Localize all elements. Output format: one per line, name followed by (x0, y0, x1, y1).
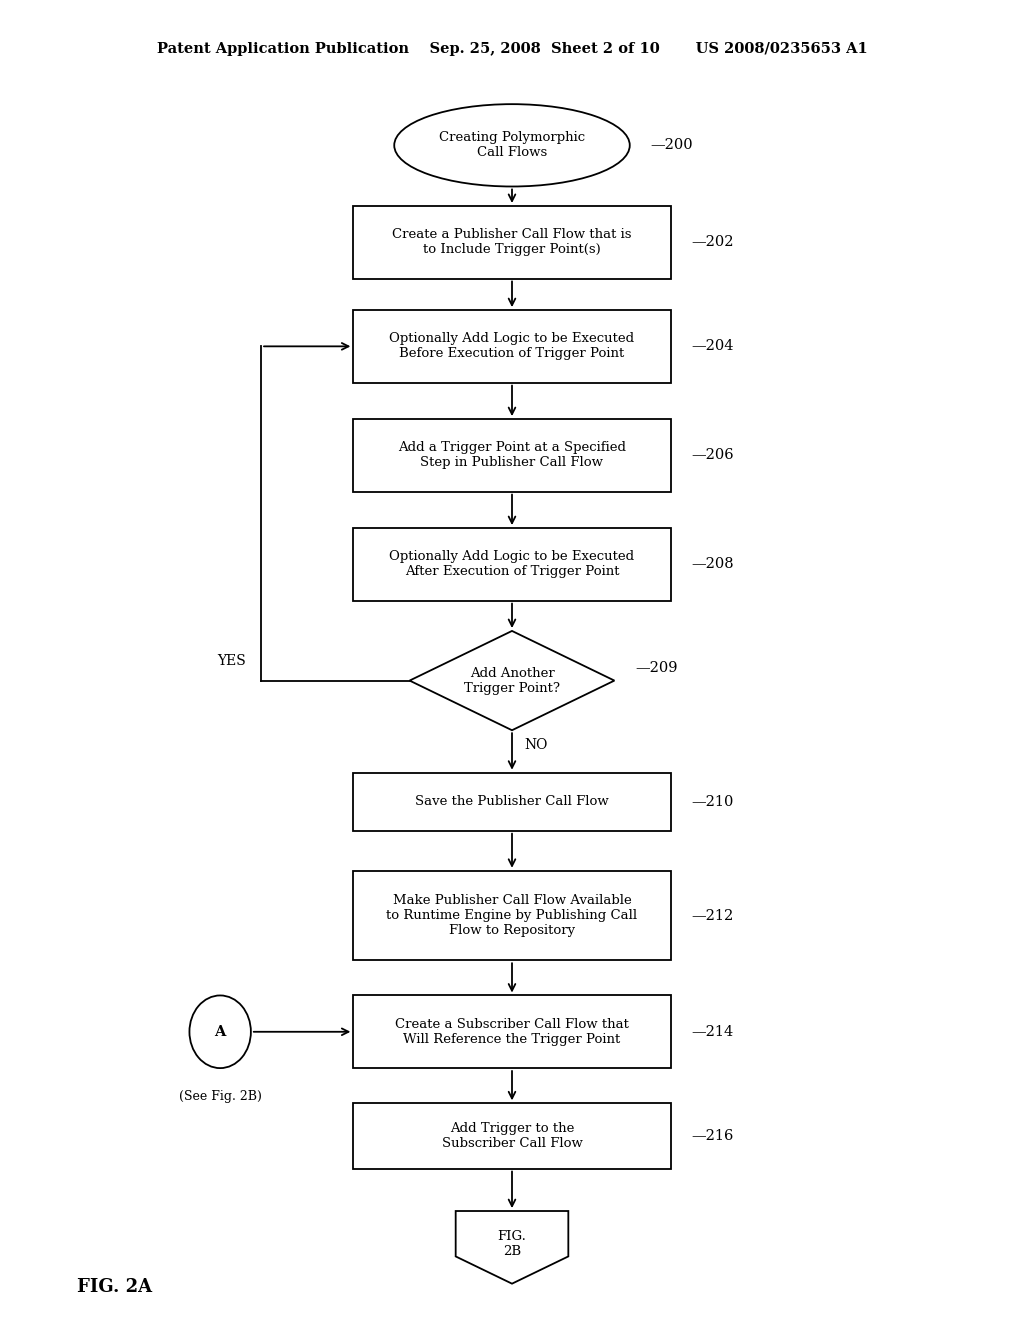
Text: FIG.
2B: FIG. 2B (498, 1230, 526, 1258)
Text: —200: —200 (650, 139, 693, 152)
Text: YES: YES (217, 655, 246, 668)
Bar (353, 418, 671, 491)
Bar (353, 772, 671, 830)
Text: Create a Subscriber Call Flow that
Will Reference the Trigger Point: Create a Subscriber Call Flow that Will … (395, 1018, 629, 1045)
Bar (353, 528, 671, 601)
Text: NO: NO (524, 738, 548, 751)
Text: —209: —209 (635, 661, 678, 676)
Bar (353, 206, 671, 279)
Text: Creating Polymorphic
Call Flows: Creating Polymorphic Call Flows (439, 131, 585, 160)
Text: —214: —214 (691, 1024, 733, 1039)
Text: Create a Publisher Call Flow that is
to Include Trigger Point(s): Create a Publisher Call Flow that is to … (392, 228, 632, 256)
Text: —212: —212 (691, 908, 733, 923)
Bar (353, 871, 671, 961)
Text: Optionally Add Logic to be Executed
Before Execution of Trigger Point: Optionally Add Logic to be Executed Befo… (389, 333, 635, 360)
Text: —206: —206 (691, 449, 734, 462)
Bar (353, 310, 671, 383)
Text: Add Another
Trigger Point?: Add Another Trigger Point? (464, 667, 560, 694)
Text: Make Publisher Call Flow Available
to Runtime Engine by Publishing Call
Flow to : Make Publisher Call Flow Available to Ru… (386, 894, 638, 937)
Text: (See Fig. 2B): (See Fig. 2B) (179, 1090, 261, 1104)
Text: —210: —210 (691, 795, 733, 809)
Text: Save the Publisher Call Flow: Save the Publisher Call Flow (415, 795, 609, 808)
Text: Patent Application Publication    Sep. 25, 2008  Sheet 2 of 10       US 2008/023: Patent Application Publication Sep. 25, … (157, 42, 867, 55)
Text: —204: —204 (691, 339, 734, 354)
Text: —202: —202 (691, 235, 734, 249)
Text: —216: —216 (691, 1129, 733, 1143)
Text: —208: —208 (691, 557, 734, 572)
Text: Add a Trigger Point at a Specified
Step in Publisher Call Flow: Add a Trigger Point at a Specified Step … (398, 441, 626, 470)
Text: Add Trigger to the
Subscriber Call Flow: Add Trigger to the Subscriber Call Flow (441, 1122, 583, 1150)
Text: A: A (214, 1024, 226, 1039)
Bar (353, 1104, 671, 1168)
Text: FIG. 2A: FIG. 2A (77, 1278, 152, 1296)
Text: Optionally Add Logic to be Executed
After Execution of Trigger Point: Optionally Add Logic to be Executed Afte… (389, 550, 635, 578)
Bar (353, 995, 671, 1068)
